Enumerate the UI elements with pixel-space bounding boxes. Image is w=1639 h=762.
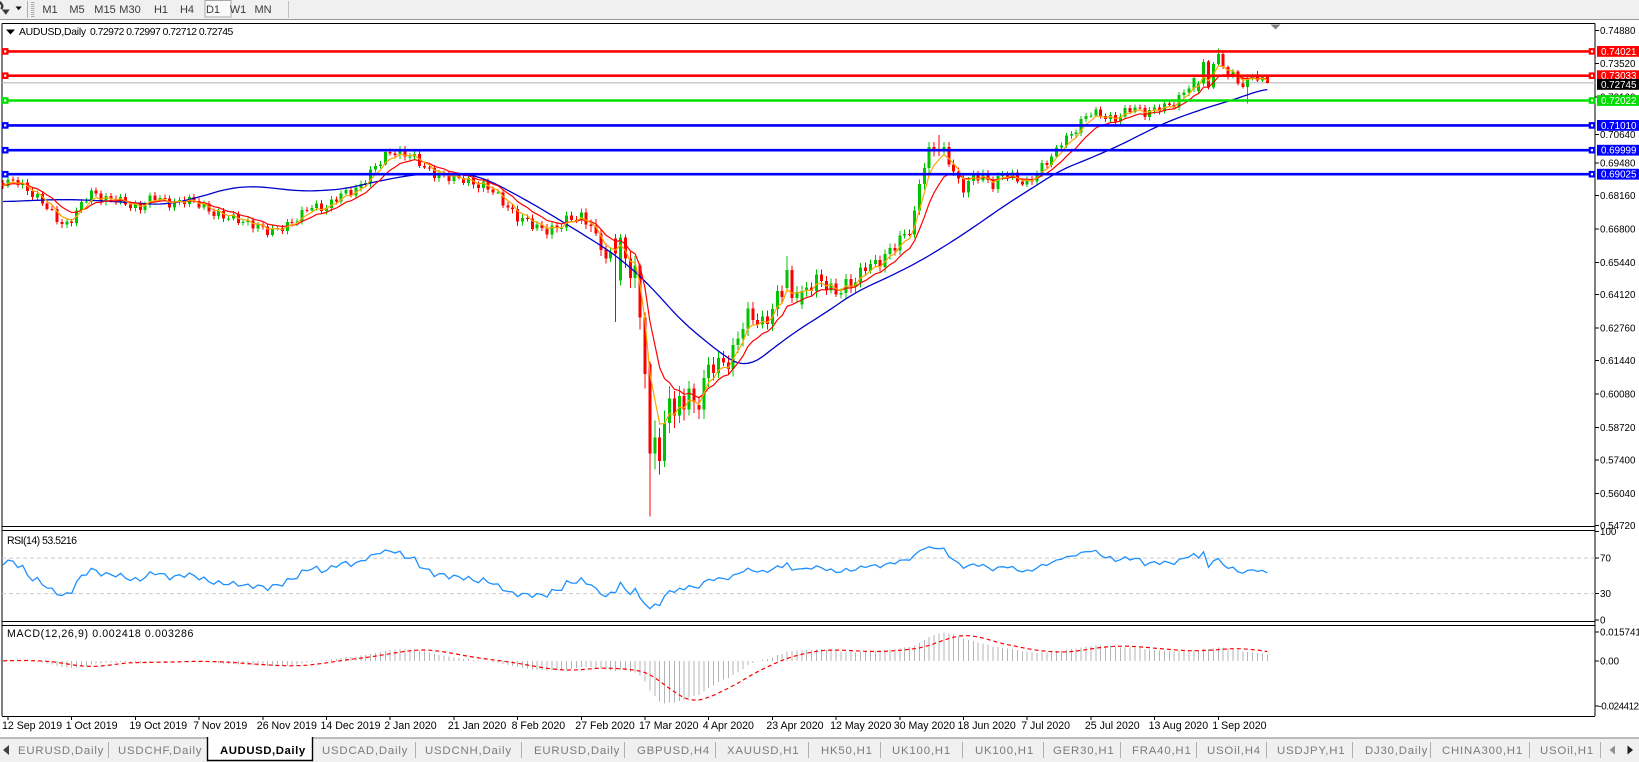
svg-text:0.56040: 0.56040 xyxy=(1600,489,1636,500)
svg-text:30: 30 xyxy=(1600,589,1611,600)
svg-text:0.65440: 0.65440 xyxy=(1600,258,1636,269)
svg-text:M5: M5 xyxy=(69,4,84,16)
svg-text:23 Apr 2020: 23 Apr 2020 xyxy=(766,720,823,732)
svg-text:100: 100 xyxy=(1600,527,1617,538)
svg-text:0.74021: 0.74021 xyxy=(1601,47,1636,58)
svg-text:FRA40,H1: FRA40,H1 xyxy=(1132,745,1192,757)
svg-text:2 Jan 2020: 2 Jan 2020 xyxy=(384,720,437,732)
svg-text:13 Aug 2020: 13 Aug 2020 xyxy=(1149,720,1209,732)
svg-text:0.60080: 0.60080 xyxy=(1600,390,1636,401)
svg-text:HK50,H1: HK50,H1 xyxy=(821,745,873,757)
svg-text:14 Dec 2019: 14 Dec 2019 xyxy=(321,720,381,732)
svg-text:USDCAD,Daily: USDCAD,Daily xyxy=(322,745,408,757)
svg-text:26 Nov 2019: 26 Nov 2019 xyxy=(257,720,317,732)
svg-text:30 May 2020: 30 May 2020 xyxy=(894,720,955,732)
svg-text:GER30,H1: GER30,H1 xyxy=(1053,745,1114,757)
svg-text:W1: W1 xyxy=(230,4,247,16)
svg-text:25 Jul 2020: 25 Jul 2020 xyxy=(1085,720,1140,732)
svg-text:0.72022: 0.72022 xyxy=(1601,96,1636,107)
svg-text:70: 70 xyxy=(1600,554,1611,565)
svg-text:0.72972 0.72997 0.72712 0.7274: 0.72972 0.72997 0.72712 0.72745 xyxy=(90,27,234,38)
svg-text:H4: H4 xyxy=(180,4,194,16)
svg-text:DJ30,Daily: DJ30,Daily xyxy=(1365,745,1428,757)
svg-text:0.69999: 0.69999 xyxy=(1601,146,1636,157)
svg-text:M1: M1 xyxy=(42,4,57,16)
svg-text:USDJPY,H1: USDJPY,H1 xyxy=(1277,745,1345,757)
svg-text:CHINA300,H1: CHINA300,H1 xyxy=(1442,745,1523,757)
svg-text:AUDUSD,Daily: AUDUSD,Daily xyxy=(19,27,87,38)
svg-text:M30: M30 xyxy=(119,4,140,16)
svg-text:17 Mar 2020: 17 Mar 2020 xyxy=(639,720,699,732)
svg-text:EURUSD,Daily: EURUSD,Daily xyxy=(534,745,620,757)
svg-text:1 Oct 2019: 1 Oct 2019 xyxy=(66,720,118,732)
svg-text:0.68160: 0.68160 xyxy=(1600,191,1636,202)
svg-text:USOil,H4: USOil,H4 xyxy=(1207,745,1261,757)
svg-text:UK100,H1: UK100,H1 xyxy=(892,745,951,757)
svg-text:0.00: 0.00 xyxy=(1600,656,1620,667)
svg-text:8 Feb 2020: 8 Feb 2020 xyxy=(512,720,566,732)
svg-text:4 Apr 2020: 4 Apr 2020 xyxy=(703,720,754,732)
svg-text:0.74880: 0.74880 xyxy=(1600,26,1636,37)
svg-text:21 Jan 2020: 21 Jan 2020 xyxy=(448,720,506,732)
svg-text:7 Jul 2020: 7 Jul 2020 xyxy=(1021,720,1070,732)
svg-text:7 Nov 2019: 7 Nov 2019 xyxy=(193,720,247,732)
svg-text:0.70640: 0.70640 xyxy=(1600,130,1636,141)
svg-text:0.57400: 0.57400 xyxy=(1600,455,1636,466)
svg-text:0.64120: 0.64120 xyxy=(1600,290,1636,301)
svg-text:0.015741: 0.015741 xyxy=(1600,627,1639,638)
svg-text:0.71010: 0.71010 xyxy=(1601,121,1637,132)
svg-text:GBPUSD,H4: GBPUSD,H4 xyxy=(637,745,710,757)
svg-text:12 Sep 2019: 12 Sep 2019 xyxy=(2,720,62,732)
svg-text:USOil,H1: USOil,H1 xyxy=(1540,745,1594,757)
svg-text:0: 0 xyxy=(1600,616,1606,627)
svg-text:0.66800: 0.66800 xyxy=(1600,224,1636,235)
svg-text:EURUSD,Daily: EURUSD,Daily xyxy=(18,745,104,757)
svg-text:0.61440: 0.61440 xyxy=(1600,356,1636,367)
svg-text:MN: MN xyxy=(254,4,271,16)
svg-text:0.69025: 0.69025 xyxy=(1601,170,1637,181)
svg-text:XAUUSD,H1: XAUUSD,H1 xyxy=(727,745,799,757)
svg-text:USDCNH,Daily: USDCNH,Daily xyxy=(425,745,512,757)
svg-text:0.54720: 0.54720 xyxy=(1600,521,1636,532)
svg-text:18 Jun 2020: 18 Jun 2020 xyxy=(958,720,1016,732)
svg-text:-0.024412: -0.024412 xyxy=(1599,701,1639,712)
svg-text:27 Feb 2020: 27 Feb 2020 xyxy=(575,720,635,732)
svg-text:0.62760: 0.62760 xyxy=(1600,324,1636,335)
svg-text:D1: D1 xyxy=(206,4,220,16)
svg-text:UK100,H1: UK100,H1 xyxy=(975,745,1034,757)
svg-text:0.73520: 0.73520 xyxy=(1600,59,1636,70)
svg-text:1 Sep 2020: 1 Sep 2020 xyxy=(1212,720,1266,732)
svg-text:M15: M15 xyxy=(94,4,115,16)
svg-text:19 Oct 2019: 19 Oct 2019 xyxy=(129,720,187,732)
svg-text:0.73033: 0.73033 xyxy=(1601,71,1637,82)
svg-text:12 May 2020: 12 May 2020 xyxy=(830,720,891,732)
svg-text:AUDUSD,Daily: AUDUSD,Daily xyxy=(220,745,306,757)
svg-text:H1: H1 xyxy=(154,4,168,16)
svg-text:0.69480: 0.69480 xyxy=(1600,159,1636,170)
svg-text:RSI(14) 53.5216: RSI(14) 53.5216 xyxy=(7,535,77,547)
svg-text:0.58720: 0.58720 xyxy=(1600,423,1636,434)
svg-text:0.72745: 0.72745 xyxy=(1601,80,1637,91)
svg-text:USDCHF,Daily: USDCHF,Daily xyxy=(118,745,202,757)
svg-text:MACD(12,26,9) 0.002418 0.00328: MACD(12,26,9) 0.002418 0.003286 xyxy=(7,628,194,640)
